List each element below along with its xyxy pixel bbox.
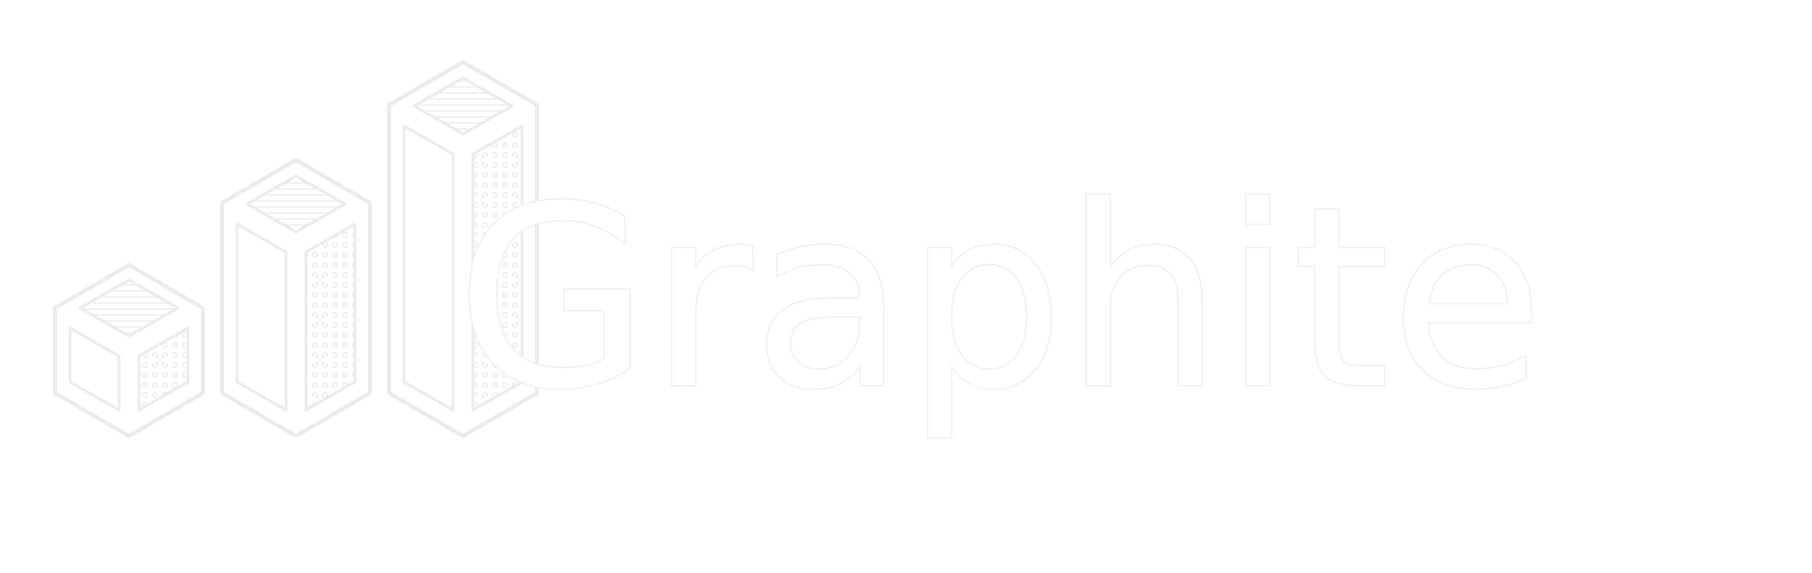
cube-small xyxy=(53,263,205,438)
cube-medium xyxy=(220,158,372,438)
wordmark: Graphite xyxy=(456,153,1544,444)
bar-chart-3d-icon xyxy=(53,60,539,438)
cube-tall xyxy=(387,60,539,438)
